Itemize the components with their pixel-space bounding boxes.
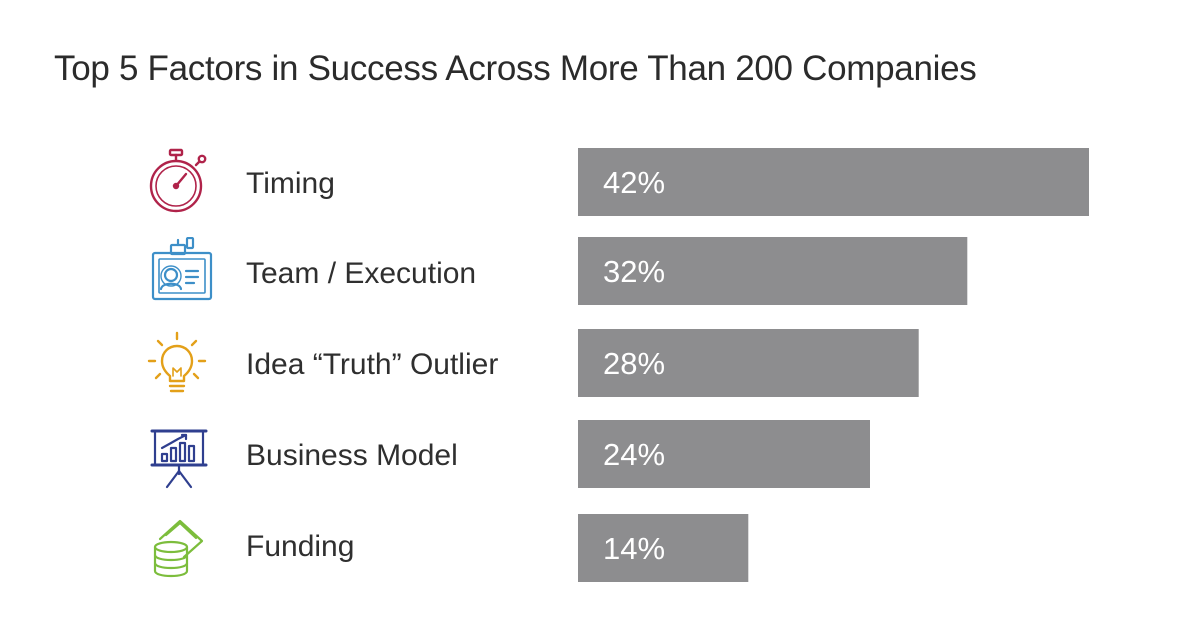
id-badge-icon <box>140 237 216 307</box>
bar-value-label-business-model: 24% <box>603 437 665 472</box>
lightbulb-icon <box>140 330 216 400</box>
bar-idea-truth-outlier <box>578 329 919 397</box>
bar-value-label-funding: 14% <box>603 531 665 566</box>
category-label-team-execution: Team / Execution <box>246 257 477 290</box>
bar-value-label-idea-truth-outlier: 28% <box>603 346 665 381</box>
category-label-idea-truth-outlier: Idea “Truth” Outlier <box>246 348 499 381</box>
bar-value-label-team-execution: 32% <box>603 254 665 289</box>
money-stack-icon <box>140 513 216 583</box>
bar-business-model <box>578 420 870 488</box>
presentation-chart-icon <box>140 421 216 491</box>
chart-title: Top 5 Factors in Success Across More Tha… <box>54 49 977 88</box>
category-label-funding: Funding <box>246 530 355 563</box>
stopwatch-icon <box>140 147 216 217</box>
bar-funding <box>578 514 749 582</box>
category-label-business-model: Business Model <box>246 439 458 472</box>
bar-value-label-timing: 42% <box>603 165 665 200</box>
bar-team-execution <box>578 237 968 305</box>
bar-timing <box>578 148 1089 216</box>
category-label-timing: Timing <box>246 167 335 200</box>
